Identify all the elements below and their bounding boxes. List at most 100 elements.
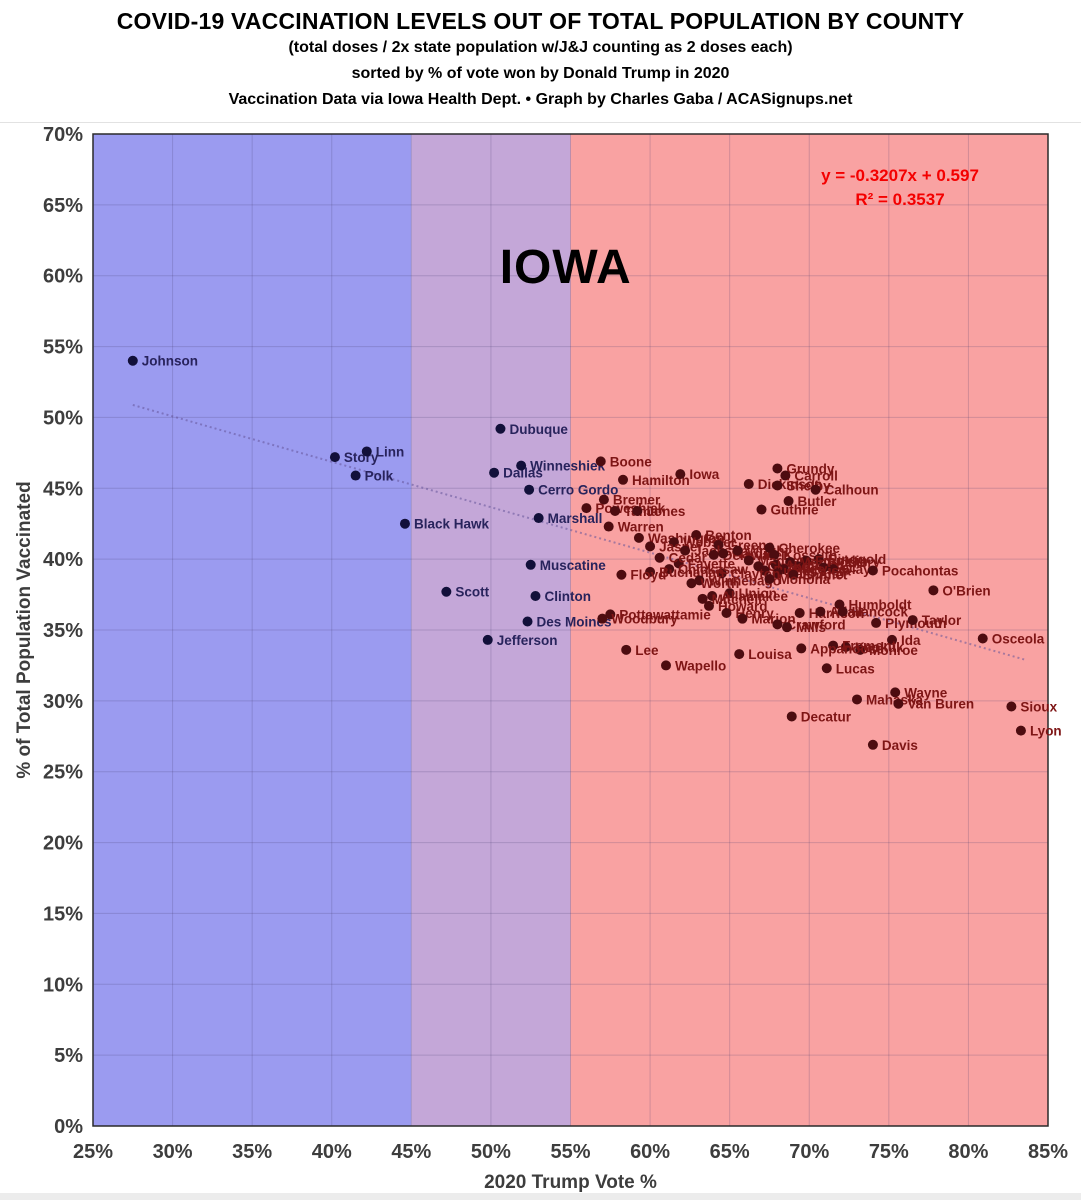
county-label: Muscatine xyxy=(540,558,607,573)
county-point xyxy=(772,568,783,579)
y-tick-label: 35% xyxy=(43,620,83,642)
county-label: Buchanan xyxy=(659,565,724,580)
county-label: Taylor xyxy=(922,613,962,628)
county-label: Keokuk xyxy=(855,640,904,655)
county-point xyxy=(522,616,533,627)
county-point xyxy=(770,559,781,570)
county-point xyxy=(818,562,829,573)
county-label: Cherokee xyxy=(778,541,840,556)
county-label: Boone xyxy=(610,454,652,469)
y-tick-label: 15% xyxy=(43,903,83,925)
county-point xyxy=(840,642,851,653)
county-point xyxy=(1006,701,1017,712)
chart-title: COVID-19 VACCINATION LEVELS OUT OF TOTAL… xyxy=(116,8,965,34)
county-label: Black Hawk xyxy=(414,517,490,532)
county-point xyxy=(716,568,727,579)
chart-subtitle-method: (total doses / 2x state population w/J&J… xyxy=(288,39,793,56)
county-point xyxy=(801,555,812,566)
county-point xyxy=(887,634,898,645)
county-label: Jefferson xyxy=(497,633,558,648)
county-point xyxy=(675,469,686,480)
county-point xyxy=(645,541,656,552)
county-point xyxy=(785,556,796,567)
county-label: Appanoose xyxy=(810,641,884,656)
county-point xyxy=(633,532,644,543)
county-label: Ringgold xyxy=(828,552,886,567)
county-point xyxy=(489,467,500,478)
county-label: Des Moines xyxy=(537,614,612,629)
county-point xyxy=(680,545,691,556)
county-point xyxy=(772,619,783,630)
county-point xyxy=(673,558,684,569)
county-label: Davis xyxy=(882,738,918,753)
county-label: Washington xyxy=(648,531,725,546)
county-label: Calhoun xyxy=(825,483,879,498)
county-label: Dubuque xyxy=(509,422,568,437)
x-tick-label: 80% xyxy=(948,1141,988,1163)
scatter-chart-svg: IOWA y = -0.3207x + 0.597 R² = 0.3537 Johns… xyxy=(14,124,1068,1193)
y-tick-label: 50% xyxy=(43,407,83,429)
county-label: Hardin xyxy=(732,546,775,561)
county-point xyxy=(828,564,839,575)
county-label: Jasper xyxy=(659,539,703,554)
county-label: Hamilton xyxy=(632,473,690,488)
x-tick-label: 65% xyxy=(710,1141,750,1163)
county-point xyxy=(756,504,767,515)
county-label: Iowa xyxy=(689,467,719,482)
county-label: Worth xyxy=(700,576,739,591)
y-tick-label: 65% xyxy=(43,195,83,217)
trendline-equation: y = -0.3207x + 0.597 R² = 0.3537 xyxy=(821,166,979,209)
county-point xyxy=(907,615,918,626)
county-point xyxy=(890,687,901,698)
county-point xyxy=(482,634,493,645)
county-label: Decatur xyxy=(801,709,852,724)
county-point xyxy=(713,539,724,550)
county-label: Crawford xyxy=(786,617,845,632)
county-point xyxy=(783,496,794,507)
county-label: Fayette xyxy=(688,556,736,571)
county-point xyxy=(769,549,780,560)
county-point xyxy=(718,548,729,559)
county-point xyxy=(603,521,614,532)
y-tick-label: 10% xyxy=(43,974,83,996)
county-point xyxy=(127,355,138,366)
county-label: Monona xyxy=(778,572,830,587)
county-label: Hancock xyxy=(852,605,909,620)
scatter-chart: IOWA y = -0.3207x + 0.597 R² = 0.3537 Johns… xyxy=(0,122,1081,1200)
county-point xyxy=(691,530,702,541)
county-label: Franklin xyxy=(815,554,868,569)
county-label: Dallas xyxy=(503,466,543,481)
county-point xyxy=(525,559,536,570)
county-point xyxy=(743,555,754,566)
county-point xyxy=(708,549,719,560)
county-point xyxy=(788,569,799,580)
county-point xyxy=(516,460,527,471)
x-tick-label: 30% xyxy=(153,1141,193,1163)
county-label: Ida xyxy=(901,633,921,648)
county-point xyxy=(793,561,804,572)
county-label: Wapello xyxy=(675,658,726,673)
chart-subtitle-sort: sorted by % of vote won by Donald Trump … xyxy=(351,65,730,82)
county-point xyxy=(867,739,878,750)
county-point xyxy=(645,566,656,577)
county-label: Mitchell xyxy=(712,592,762,607)
county-point xyxy=(621,644,632,655)
county-point xyxy=(697,593,708,604)
county-point xyxy=(581,503,592,514)
county-label: Lucas xyxy=(836,661,875,676)
county-point xyxy=(781,622,792,633)
county-point xyxy=(524,484,535,495)
county-point xyxy=(361,446,372,457)
county-label: Winneshiek xyxy=(530,459,605,474)
county-point xyxy=(668,537,679,548)
county-label: Polk xyxy=(365,469,394,484)
county-point xyxy=(821,663,832,674)
county-point xyxy=(852,694,862,705)
county-point xyxy=(810,484,821,495)
x-tick-label: 25% xyxy=(73,1141,113,1163)
y-tick-label: 30% xyxy=(43,691,83,713)
y-tick-label: 55% xyxy=(43,337,83,359)
county-point xyxy=(329,452,340,463)
x-tick-label: 45% xyxy=(391,1141,431,1163)
